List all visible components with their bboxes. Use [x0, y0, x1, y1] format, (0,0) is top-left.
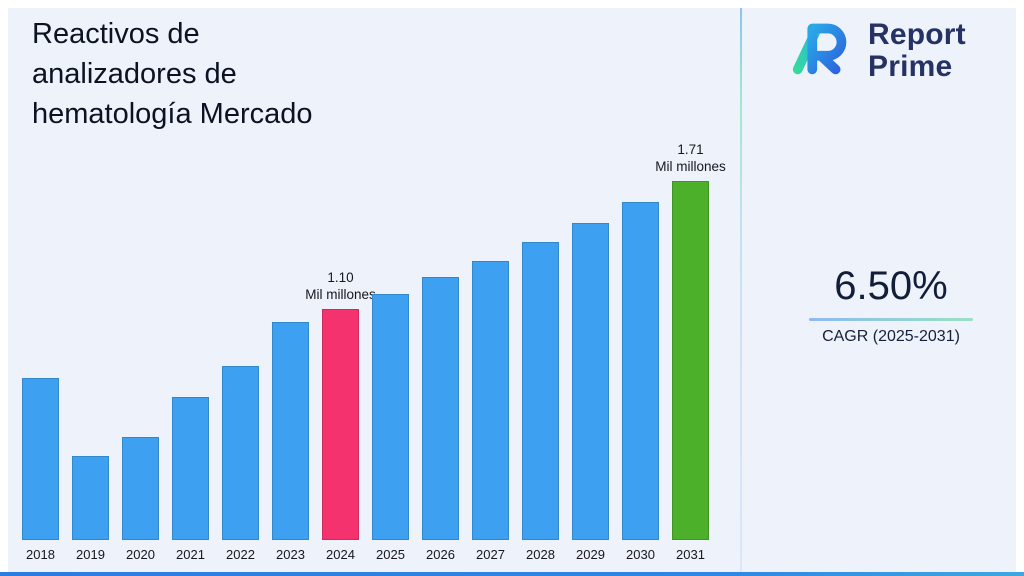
report-prime-logo: Report Prime: [786, 16, 966, 85]
x-axis-label-2019: 2019: [76, 547, 105, 562]
x-axis-label-2029: 2029: [576, 547, 605, 562]
bar-column-2022: 2022: [222, 366, 259, 562]
bar-2022: [222, 366, 259, 540]
bar-column-2024: 1.10 Mil millones 2024: [305, 269, 376, 562]
cagr-label: CAGR (2025-2031): [822, 328, 960, 345]
bar-column-2020: 2020: [122, 437, 159, 562]
bar-2027: [472, 261, 509, 540]
bottom-accent-bar: [0, 572, 1024, 576]
vertical-divider: [740, 8, 742, 572]
x-axis-label-2024: 2024: [326, 547, 355, 562]
x-axis-label-2028: 2028: [526, 547, 555, 562]
page-title-line-2: analizadores de: [32, 58, 237, 91]
bar-2021: [172, 397, 209, 540]
x-axis-label-2025: 2025: [376, 547, 405, 562]
bar-annotation-2031: 1.71 Mil millones: [655, 141, 726, 175]
bar-column-2023: 2023: [272, 322, 309, 562]
report-prime-wordmark: Report Prime: [868, 19, 966, 82]
bar-2025: [372, 294, 409, 540]
x-axis-label-2026: 2026: [426, 547, 455, 562]
report-prime-logo-icon: [786, 16, 858, 85]
bar-2020: [122, 437, 159, 540]
bar-column-2029: 2029: [572, 223, 609, 562]
bar-2031: [672, 181, 709, 540]
bar-2026: [422, 277, 459, 540]
logo-word-prime: Prime: [868, 49, 953, 83]
bar-2019: [72, 456, 109, 540]
page-title: Reactivos de analizadores de hematología…: [32, 14, 313, 134]
bar-column-2027: 2027: [472, 261, 509, 562]
logo-word-report: Report: [868, 18, 966, 51]
bar-column-2025: 2025: [372, 294, 409, 562]
bar-column-2021: 2021: [172, 397, 209, 562]
cagr-value: 6.50%: [834, 264, 948, 308]
bar-column-2018: 2018: [22, 378, 59, 562]
bar-column-2019: 2019: [72, 456, 109, 562]
page-title-line-1: Reactivos de: [32, 18, 200, 50]
bar-chart: 2018 2019 2020 2021 2022 2023 1.10 Mil millones…: [22, 141, 726, 562]
page-title-line-3: hematología Mercado: [32, 98, 313, 131]
x-axis-label-2023: 2023: [276, 547, 305, 562]
bar-2030: [622, 202, 659, 540]
page-canvas: Reactivos de analizadores de hematología…: [8, 8, 1016, 572]
bar-2018: [22, 378, 59, 540]
bar-2029: [572, 223, 609, 540]
bar-column-2026: 2026: [422, 277, 459, 562]
bar-column-2028: 2028: [522, 242, 559, 562]
x-axis-label-2031: 2031: [676, 547, 705, 562]
bar-column-2030: 2030: [622, 202, 659, 562]
x-axis-label-2020: 2020: [126, 547, 155, 562]
bar-2028: [522, 242, 559, 540]
x-axis-label-2021: 2021: [176, 547, 205, 562]
bar-2024: [322, 309, 359, 540]
cagr-block: 6.50% CAGR (2025-2031): [803, 264, 979, 346]
bar-annotation-2024: 1.10 Mil millones: [305, 269, 376, 303]
x-axis-label-2030: 2030: [626, 547, 655, 562]
x-axis-label-2022: 2022: [226, 547, 255, 562]
x-axis-label-2027: 2027: [476, 547, 505, 562]
cagr-underline: [809, 318, 973, 321]
bar-column-2031: 1.71 Mil millones 2031: [655, 141, 726, 562]
bar-2023: [272, 322, 309, 540]
x-axis-label-2018: 2018: [26, 547, 55, 562]
